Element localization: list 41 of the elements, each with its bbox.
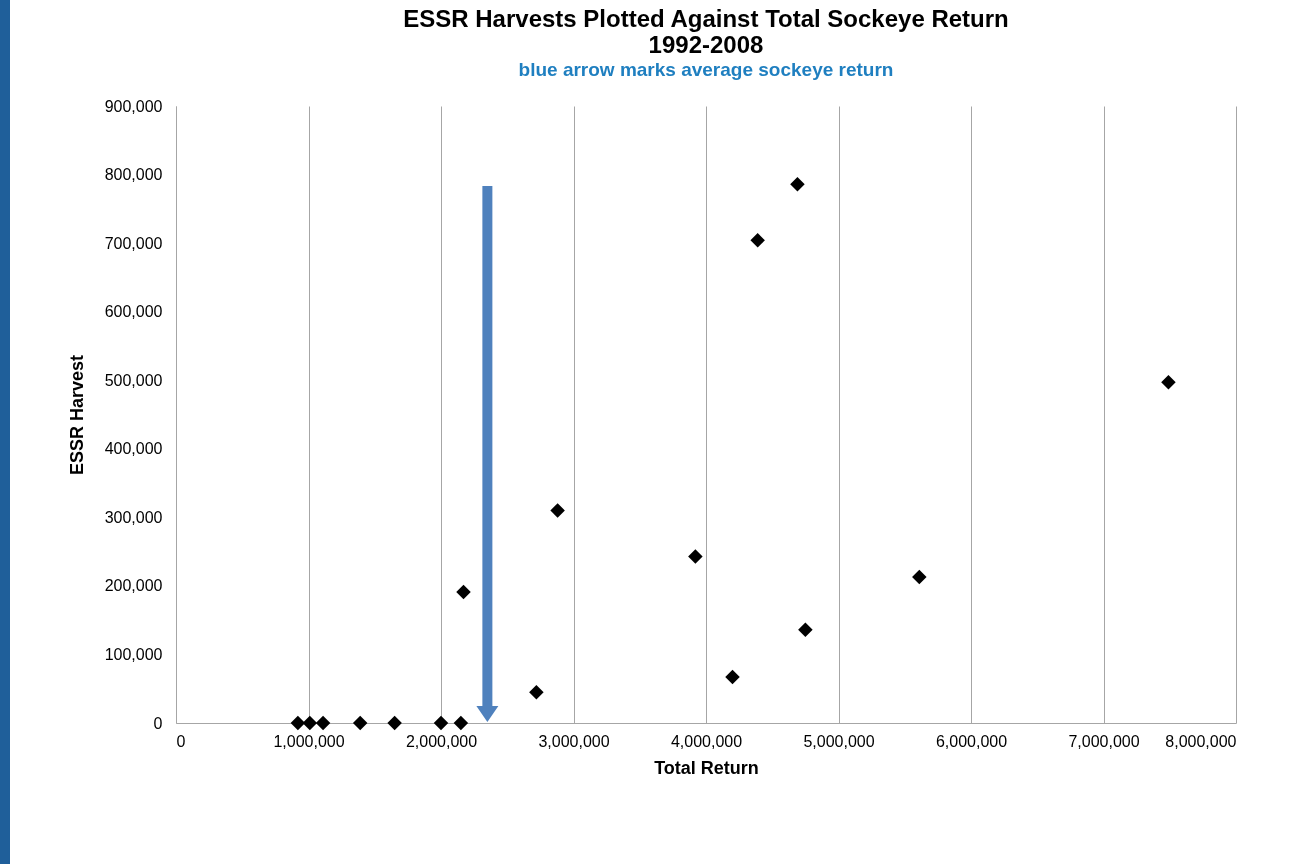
y-tick-label: 200,000 [104,577,163,595]
text: ESSR Harvests Plotted Against Total Sockeye Return [403,5,1009,32]
point [352,715,368,731]
x-tick-label: 5,000,000 [803,732,875,750]
point [529,684,544,700]
point [798,622,813,638]
x-axis-title: Total Return [654,757,759,778]
x-tick-label: 3,000,000 [538,732,610,750]
y-tick-label: 0 [153,714,163,732]
point [315,715,331,731]
y-axis-title: ESSR Harvest [66,354,87,476]
x-tick-label: 1,000,000 [273,732,345,750]
point [453,715,469,731]
point [433,715,449,731]
y-tick-label: 700,000 [104,234,163,252]
point [302,715,318,731]
x-tick-label: 4,000,000 [670,732,743,750]
y-tick-label: 600,000 [104,303,163,321]
point [790,176,805,192]
y-tick-label: 500,000 [104,371,163,389]
x-tick-label: 0 [176,732,186,750]
x-tick-label: 6,000,000 [935,732,1008,750]
y-tick-label: 900,000 [104,97,163,115]
point [290,715,306,731]
point [387,715,402,731]
point [750,233,765,248]
x-tick-label: 8,000,000 [1165,732,1237,750]
x-tick-label: 7,000,000 [1068,732,1140,750]
point [688,549,703,564]
point [1161,375,1176,390]
y-tick-label: 400,000 [104,440,163,458]
point [550,503,565,518]
y-tick-label: 300,000 [104,508,163,526]
y-tick-label: 100,000 [104,645,163,663]
point [456,584,471,600]
point [725,669,740,685]
x-tick-label: 2,000,000 [405,732,478,750]
text: 1992-2008 [648,31,764,58]
chart-subtitle: blue arrow marks average sockeye return [518,59,894,80]
point [912,569,927,585]
y-tick-label: 800,000 [104,166,163,184]
